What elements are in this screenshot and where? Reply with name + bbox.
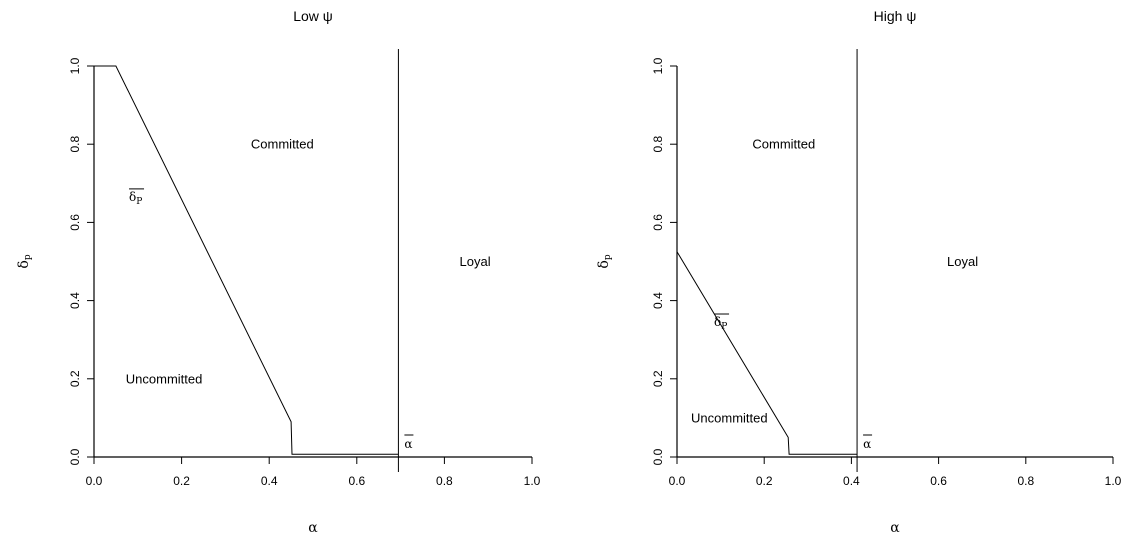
y-tick-label: 0.4	[651, 292, 665, 309]
x-tick-label: 0.2	[173, 474, 190, 488]
x-tick-label: 0.6	[930, 474, 947, 488]
x-tick-label: 1.0	[1105, 474, 1122, 488]
y-tick-label: 0.8	[68, 136, 82, 153]
region-label-loyal: Loyal	[460, 254, 491, 269]
x-axis-label: α	[308, 520, 318, 536]
boundary-curve	[676, 251, 858, 455]
chart-panel-2: High ψ 0.0 0.2 0.4 0.6 0.8 1.0 0.0 0.2 0.4 0.6 0.8 1…	[596, 8, 1122, 536]
y-tick-label: 0.8	[651, 136, 665, 153]
curve-label: δP	[714, 315, 727, 332]
region-label-committed: Committed	[251, 137, 314, 152]
region-label-uncommitted: Uncommitted	[126, 371, 203, 386]
boundary-curve	[94, 65, 399, 455]
region-label-loyal: Loyal	[947, 254, 978, 269]
y-axis-label: δp	[596, 254, 613, 268]
x-tick-label: 0.8	[1017, 474, 1034, 488]
y-tick-label: 0.6	[651, 214, 665, 231]
x-tick-label: 1.0	[524, 474, 541, 488]
curve-label-subscript: P	[721, 322, 727, 332]
x-tick-label: 0.2	[756, 474, 773, 488]
x-tick-label: 0.4	[843, 474, 860, 488]
y-tick-label: 0.2	[68, 370, 82, 387]
chart-title: Low ψ	[293, 8, 333, 24]
curve-label-subscript: P	[136, 197, 142, 207]
y-tick-label: 0.0	[68, 448, 82, 465]
y-tick-label: 0.0	[651, 448, 665, 465]
x-tick-label: 0.8	[436, 474, 453, 488]
x-tick-label: 0.4	[261, 474, 278, 488]
y-axis-label-subscript: p	[23, 254, 33, 260]
y-axis-label-subscript: p	[603, 254, 613, 260]
y-tick-label: 1.0	[651, 57, 665, 74]
threshold-label: α	[863, 437, 871, 451]
x-axis-label: α	[890, 520, 900, 536]
y-tick-label: 0.4	[68, 292, 82, 309]
y-axis-label: δp	[16, 254, 33, 268]
y-tick-label: 0.6	[68, 214, 82, 231]
x-tick-label: 0.0	[86, 474, 103, 488]
curve-label: δP	[129, 190, 142, 207]
chart-panel-1: Low ψ 0.0 0.2 0.4 0.6 0.8 1.0 0.0 0.2 0.4 0.6 0.8 1.…	[16, 8, 541, 536]
x-tick-label: 0.0	[669, 474, 686, 488]
region-label-uncommitted: Uncommitted	[691, 410, 768, 425]
chart-title: High ψ	[874, 8, 917, 24]
region-label-committed: Committed	[752, 137, 815, 152]
y-tick-label: 1.0	[68, 57, 82, 74]
y-tick-label: 0.2	[651, 370, 665, 387]
x-tick-label: 0.6	[348, 474, 365, 488]
threshold-label: α	[404, 437, 412, 451]
